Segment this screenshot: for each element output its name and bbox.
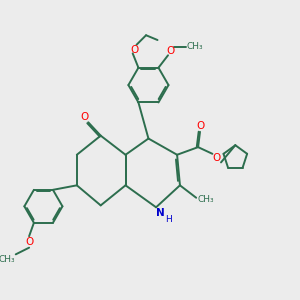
Text: H: H bbox=[165, 215, 172, 224]
Text: CH₃: CH₃ bbox=[197, 195, 214, 204]
Text: O: O bbox=[130, 45, 139, 55]
Text: O: O bbox=[212, 153, 220, 163]
Text: O: O bbox=[167, 46, 175, 56]
Text: O: O bbox=[80, 112, 88, 122]
Text: CH₃: CH₃ bbox=[0, 255, 16, 264]
Text: CH₃: CH₃ bbox=[186, 42, 203, 51]
Text: O: O bbox=[25, 237, 33, 247]
Text: O: O bbox=[197, 121, 205, 131]
Text: N: N bbox=[155, 208, 164, 218]
